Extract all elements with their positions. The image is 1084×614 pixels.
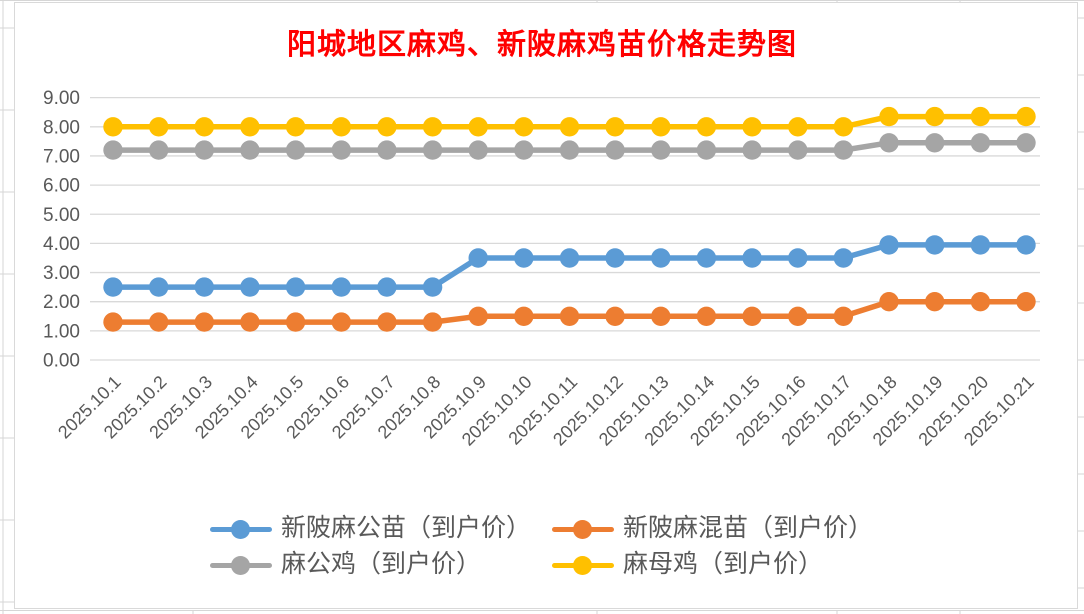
data-point: [1016, 292, 1036, 312]
data-point: [1016, 133, 1036, 153]
data-point: [240, 277, 260, 297]
chart-title: 阳城地区麻鸡、新陂麻鸡苗价格走势图: [286, 29, 797, 61]
data-point: [833, 140, 854, 160]
data-point: [103, 277, 123, 297]
y-tick-label: 7.00: [43, 147, 80, 168]
data-point: [1016, 235, 1036, 255]
data-point: [514, 248, 534, 268]
data-point: [925, 106, 945, 127]
data-point: [788, 248, 808, 268]
data-point: [788, 140, 808, 160]
data-point: [605, 306, 625, 326]
data-point: [377, 117, 397, 137]
data-point: [103, 140, 123, 160]
data-point: [285, 140, 306, 160]
data-point: [468, 306, 488, 326]
data-point: [377, 140, 397, 160]
y-tick-label: 0.00: [43, 351, 80, 372]
data-point: [970, 106, 991, 127]
data-point: [514, 140, 534, 160]
data-point: [696, 117, 717, 137]
data-point: [651, 140, 671, 160]
data-point: [605, 117, 625, 137]
data-point: [696, 306, 717, 326]
data-point: [879, 133, 899, 153]
data-point: [742, 248, 762, 268]
data-point: [651, 248, 671, 268]
data-point: [377, 277, 397, 297]
data-point: [285, 312, 306, 332]
data-point: [1016, 106, 1036, 127]
data-point: [696, 248, 717, 268]
data-point: [422, 312, 443, 332]
data-point: [103, 312, 123, 332]
data-point: [742, 117, 762, 137]
y-tick-label: 9.00: [43, 88, 80, 109]
data-point: [742, 140, 762, 160]
data-point: [605, 140, 625, 160]
data-point: [970, 235, 991, 255]
data-point: [149, 312, 169, 332]
y-tick-label: 3.00: [43, 263, 80, 284]
data-point: [559, 306, 580, 326]
y-tick-label: 5.00: [43, 205, 80, 226]
chart-frame: [14, 2, 1078, 609]
data-point: [605, 248, 625, 268]
y-tick-label: 6.00: [43, 176, 80, 197]
data-point: [331, 117, 351, 137]
data-point: [331, 277, 351, 297]
data-point: [285, 277, 306, 297]
y-tick-label: 1.00: [43, 321, 80, 342]
data-point: [468, 248, 488, 268]
data-point: [422, 117, 443, 137]
data-point: [240, 312, 260, 332]
data-point: [651, 117, 671, 137]
data-point: [970, 133, 991, 153]
data-point: [925, 292, 945, 312]
data-point: [194, 312, 214, 332]
data-point: [833, 306, 854, 326]
data-point: [103, 117, 123, 137]
data-point: [149, 140, 169, 160]
data-point: [651, 306, 671, 326]
data-point: [240, 117, 260, 137]
data-point: [514, 117, 534, 137]
data-point: [559, 140, 580, 160]
data-point: [833, 248, 854, 268]
data-point: [925, 235, 945, 255]
data-point: [422, 277, 443, 297]
data-point: [879, 106, 899, 127]
data-point: [149, 277, 169, 297]
data-point: [377, 312, 397, 332]
data-point: [970, 292, 991, 312]
y-tick-label: 2.00: [43, 292, 80, 313]
data-point: [194, 140, 214, 160]
data-point: [788, 306, 808, 326]
data-point: [879, 292, 899, 312]
data-point: [833, 117, 854, 137]
data-point: [331, 312, 351, 332]
data-point: [285, 117, 306, 137]
data-point: [422, 140, 443, 160]
data-point: [879, 235, 899, 255]
data-point: [696, 140, 717, 160]
data-point: [514, 306, 534, 326]
data-point: [240, 140, 260, 160]
data-point: [149, 117, 169, 137]
data-point: [925, 133, 945, 153]
data-point: [194, 117, 214, 137]
data-point: [331, 140, 351, 160]
data-point: [559, 117, 580, 137]
data-point: [559, 248, 580, 268]
data-point: [742, 306, 762, 326]
y-tick-label: 4.00: [43, 234, 80, 255]
data-point: [788, 117, 808, 137]
data-point: [194, 277, 214, 297]
data-point: [468, 117, 488, 137]
y-tick-label: 8.00: [43, 117, 80, 138]
data-point: [468, 140, 488, 160]
